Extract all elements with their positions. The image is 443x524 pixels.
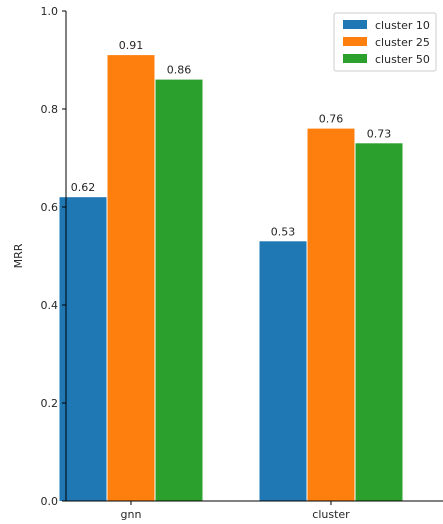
legend-entry-label: cluster 25 [375, 36, 430, 49]
x-tick-label: gnn [121, 508, 142, 521]
bar-value-label: 0.62 [71, 181, 96, 194]
bars-layer: 0.62 0.53 0.91 0.76 0.86 0.73 [59, 39, 403, 502]
y-tick-label: 0.0 [41, 495, 59, 508]
bar-cluster-cluster-50 [355, 143, 403, 502]
y-tick-label: 0.4 [41, 299, 59, 312]
y-tick-label: 0.6 [41, 201, 59, 214]
y-tick-label: 1.0 [41, 5, 59, 18]
axes-layer: 0.0 0.2 0.4 0.6 0.8 1.0 gnn cluster [41, 5, 443, 521]
legend-entry-label: cluster 10 [375, 19, 430, 32]
bar-gnn-cluster-25 [107, 55, 155, 501]
legend: cluster 10 cluster 25 cluster 50 [333, 12, 437, 72]
bar-value-label: 0.73 [367, 127, 392, 140]
y-axis-label: MRR [12, 243, 25, 268]
y-tick-label: 0.2 [41, 397, 59, 410]
x-tick-label: cluster [312, 508, 350, 521]
legend-entry-label: cluster 50 [375, 53, 430, 66]
bar-value-label: 0.86 [167, 64, 192, 77]
legend-swatch [343, 37, 367, 46]
legend-swatch [343, 54, 367, 63]
legend-swatch [343, 20, 367, 29]
bar-value-label: 0.53 [271, 225, 296, 238]
bar-cluster-cluster-25 [307, 128, 355, 501]
y-tick-label: 0.8 [41, 103, 59, 116]
bar-cluster-cluster-10 [259, 241, 307, 502]
bar-gnn-cluster-50 [155, 79, 203, 501]
bar-value-label: 0.76 [319, 113, 344, 126]
bar-value-label: 0.91 [119, 39, 144, 52]
bar-gnn-cluster-10 [59, 197, 107, 501]
